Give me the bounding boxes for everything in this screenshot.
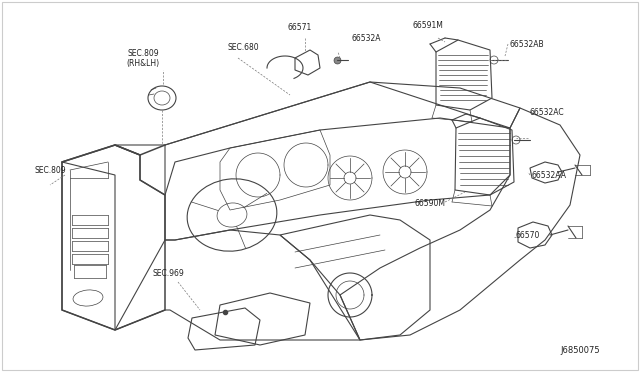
Text: 66570: 66570 xyxy=(516,231,540,240)
Text: SEC.680: SEC.680 xyxy=(228,43,260,52)
Text: SEC.809
(RH&LH): SEC.809 (RH&LH) xyxy=(127,49,159,68)
Text: 66591M: 66591M xyxy=(413,21,444,30)
Text: 66532A: 66532A xyxy=(352,33,381,42)
Text: 66590M: 66590M xyxy=(415,199,445,208)
Text: SEC.969: SEC.969 xyxy=(152,269,184,278)
Text: 66532AC: 66532AC xyxy=(530,108,564,116)
Text: 66532AA: 66532AA xyxy=(532,170,567,180)
Text: 66532AB: 66532AB xyxy=(510,39,545,48)
Text: SEC.809: SEC.809 xyxy=(34,166,66,175)
Text: J6850075: J6850075 xyxy=(561,346,600,355)
Text: 66571: 66571 xyxy=(288,23,312,32)
